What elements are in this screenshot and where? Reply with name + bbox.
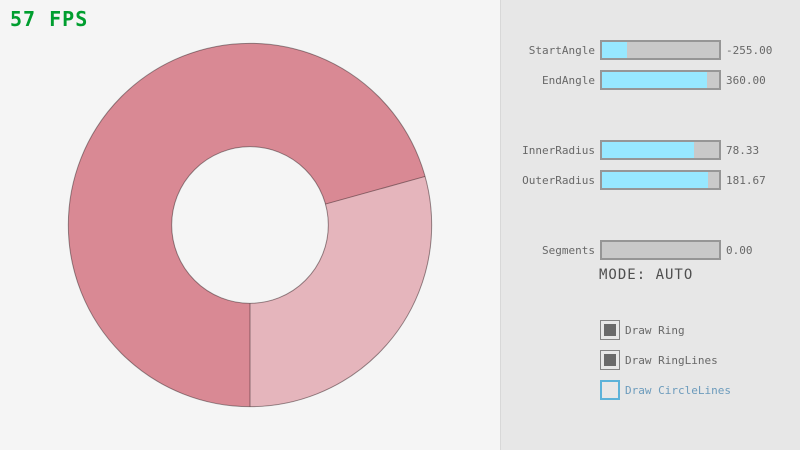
check-mark-icon bbox=[605, 385, 615, 395]
outerradius-slider-fill bbox=[602, 172, 708, 188]
endangle-value: 360.00 bbox=[726, 74, 766, 87]
segments-slider[interactable] bbox=[600, 240, 721, 260]
innerradius-slider-fill bbox=[602, 142, 694, 158]
startangle-label: StartAngle bbox=[528, 44, 595, 57]
segments-label: Segments bbox=[542, 244, 595, 257]
check-mark-icon bbox=[604, 354, 616, 366]
checkbox-draw-ring-label: Draw Ring bbox=[625, 324, 685, 337]
checkbox-draw-circlelines-label: Draw CircleLines bbox=[625, 384, 731, 397]
endangle-slider[interactable] bbox=[600, 70, 721, 90]
checkbox-draw-ring[interactable] bbox=[600, 320, 620, 340]
startangle-slider[interactable] bbox=[600, 40, 721, 60]
checkbox-draw-ringlines-label: Draw RingLines bbox=[625, 354, 718, 367]
innerradius-slider[interactable] bbox=[600, 140, 721, 160]
segments-value: 0.00 bbox=[726, 244, 753, 257]
settings-panel bbox=[500, 0, 800, 450]
checkbox-draw-circlelines[interactable] bbox=[600, 380, 620, 400]
outerradius-slider[interactable] bbox=[600, 170, 721, 190]
endangle-label: EndAngle bbox=[542, 74, 595, 87]
fps-counter: 57 FPS bbox=[10, 7, 89, 31]
startangle-slider-fill bbox=[602, 42, 627, 58]
checkbox-draw-ringlines[interactable] bbox=[600, 350, 620, 370]
endangle-slider-fill bbox=[602, 72, 707, 88]
outerradius-label: OuterRadius bbox=[522, 174, 595, 187]
check-mark-icon bbox=[604, 324, 616, 336]
startangle-value: -255.00 bbox=[726, 44, 773, 57]
innerradius-value: 78.33 bbox=[726, 144, 760, 157]
innerradius-label: InnerRadius bbox=[522, 144, 595, 157]
outerradius-value: 181.67 bbox=[726, 174, 766, 187]
mode-label: MODE: AUTO bbox=[599, 267, 694, 283]
